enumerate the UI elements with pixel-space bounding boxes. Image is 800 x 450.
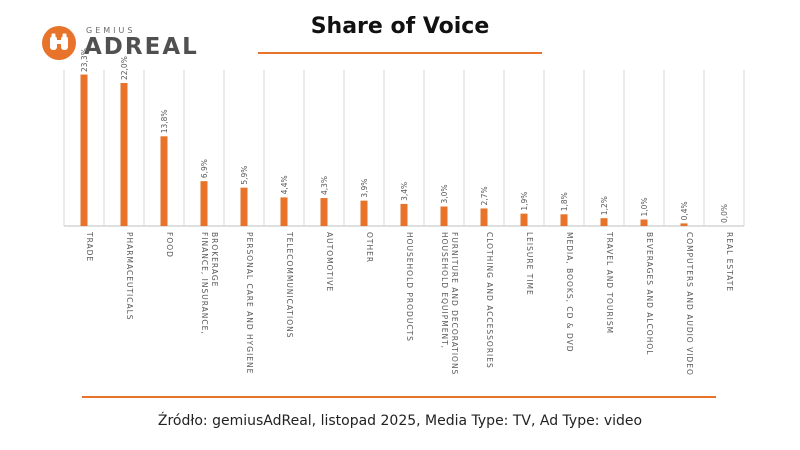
category-label: HOUSEHOLD EQUIPMENT, [440, 232, 449, 349]
bar-household-products [400, 203, 408, 226]
bar-finance-insurance-brokerage [200, 181, 208, 226]
bar-telecommunications [280, 197, 288, 226]
bar-computers-and-audio-video [680, 223, 688, 226]
category-label: REAL ESTATE [725, 232, 734, 292]
category-label: FINANCE, INSURANCE, [200, 232, 209, 335]
category-label: OTHER [365, 232, 374, 263]
bar-automotive [320, 198, 328, 226]
data-label: 1,0% [640, 197, 649, 216]
source-note: Źródło: gemiusAdReal, listopad 2025, Med… [157, 413, 643, 429]
share-of-voice-chart: 23,3% TRADE 22,0% PHARMACEUTICALS 13,8% FOOD 6… [63, 48, 745, 376]
bar-trade [80, 74, 88, 226]
data-label: 4,3% [320, 176, 329, 195]
data-label: 0,4% [680, 201, 689, 220]
bar-personal-care-and-hygiene [240, 187, 248, 226]
category-label: LEISURE TIME [525, 232, 534, 296]
bar-travel-and-tourism [600, 218, 608, 226]
bar-leisure-time [520, 213, 528, 226]
category-label: FOOD [165, 232, 174, 258]
category-label: FURNITURE AND DECORATIONS [450, 232, 459, 375]
data-label: 6,9% [200, 159, 209, 178]
category-label: COMPUTERS AND AUDIO VIDEO [685, 232, 694, 376]
binoculars-icon [42, 26, 76, 60]
data-label: 4,4% [280, 175, 289, 194]
bar-media-books-cd-dvd [560, 214, 568, 226]
bar-pharmaceuticals [120, 83, 128, 226]
category-label: TRAVEL AND TOURISM [605, 231, 614, 334]
brand-logo: GEMIUS ADREAL [42, 26, 199, 60]
bar-food [160, 136, 168, 226]
binoculars-glyph [50, 33, 68, 50]
page-title: Share of Voice [310, 14, 490, 39]
category-label: CLOTHING AND ACCESSORIES [485, 232, 494, 369]
category-label: BROKERAGE [210, 232, 219, 287]
data-label: 22,0% [120, 56, 129, 80]
data-label: 5,9% [240, 166, 249, 185]
logo-main-text: ADREAL [84, 34, 199, 60]
data-label: 3,4% [400, 182, 409, 201]
data-label: 1,9% [520, 192, 529, 211]
bar-household-equipment-furniture-and-decorations [440, 206, 448, 226]
bar-other [360, 200, 368, 226]
category-label: TRADE [85, 231, 94, 262]
data-label: 2,7% [480, 186, 489, 205]
data-label: 1,2% [600, 196, 609, 215]
footer-divider [82, 396, 716, 398]
data-label: 23,3% [80, 48, 89, 72]
category-label: TELECOMMUNICATIONS [285, 231, 294, 338]
data-label: 3,0% [440, 184, 449, 203]
data-label: 1,8% [560, 192, 569, 211]
category-label: HOUSEHOLD PRODUCTS [405, 232, 414, 342]
category-label: PERSONAL CARE AND HYGIENE [245, 232, 254, 374]
category-label: PHARMACEUTICALS [125, 232, 134, 321]
logo-sub-text: GEMIUS [86, 26, 136, 35]
category-label: AUTOMOTIVE [325, 232, 334, 292]
bar-clothing-and-accessories [480, 208, 488, 226]
data-label: 13,8% [160, 109, 169, 133]
data-label: 0,0% [720, 204, 729, 223]
category-label: BEVERAGES AND ALCOHOL [645, 232, 654, 355]
category-label: MEDIA, BOOKS, CD & DVD [565, 232, 574, 353]
data-label: 3,9% [360, 179, 369, 198]
bar-beverages-and-alcohol [640, 219, 648, 226]
title-underline [258, 52, 542, 54]
logo-wordmark: GEMIUS ADREAL [84, 27, 199, 59]
